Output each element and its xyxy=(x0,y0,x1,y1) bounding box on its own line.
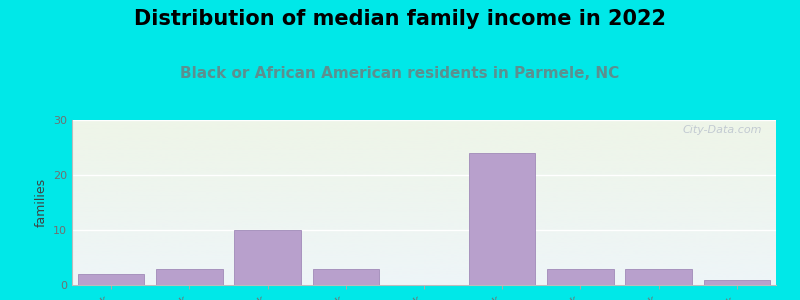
Bar xyxy=(234,230,301,285)
Bar xyxy=(156,268,222,285)
Text: Distribution of median family income in 2022: Distribution of median family income in … xyxy=(134,9,666,29)
Bar xyxy=(626,268,692,285)
Text: City-Data.com: City-Data.com xyxy=(682,125,762,135)
Bar xyxy=(78,274,144,285)
Bar xyxy=(704,280,770,285)
Bar xyxy=(469,153,535,285)
Bar xyxy=(547,268,614,285)
Y-axis label: families: families xyxy=(34,178,47,227)
Text: Black or African American residents in Parmele, NC: Black or African American residents in P… xyxy=(180,66,620,81)
Bar xyxy=(313,268,379,285)
